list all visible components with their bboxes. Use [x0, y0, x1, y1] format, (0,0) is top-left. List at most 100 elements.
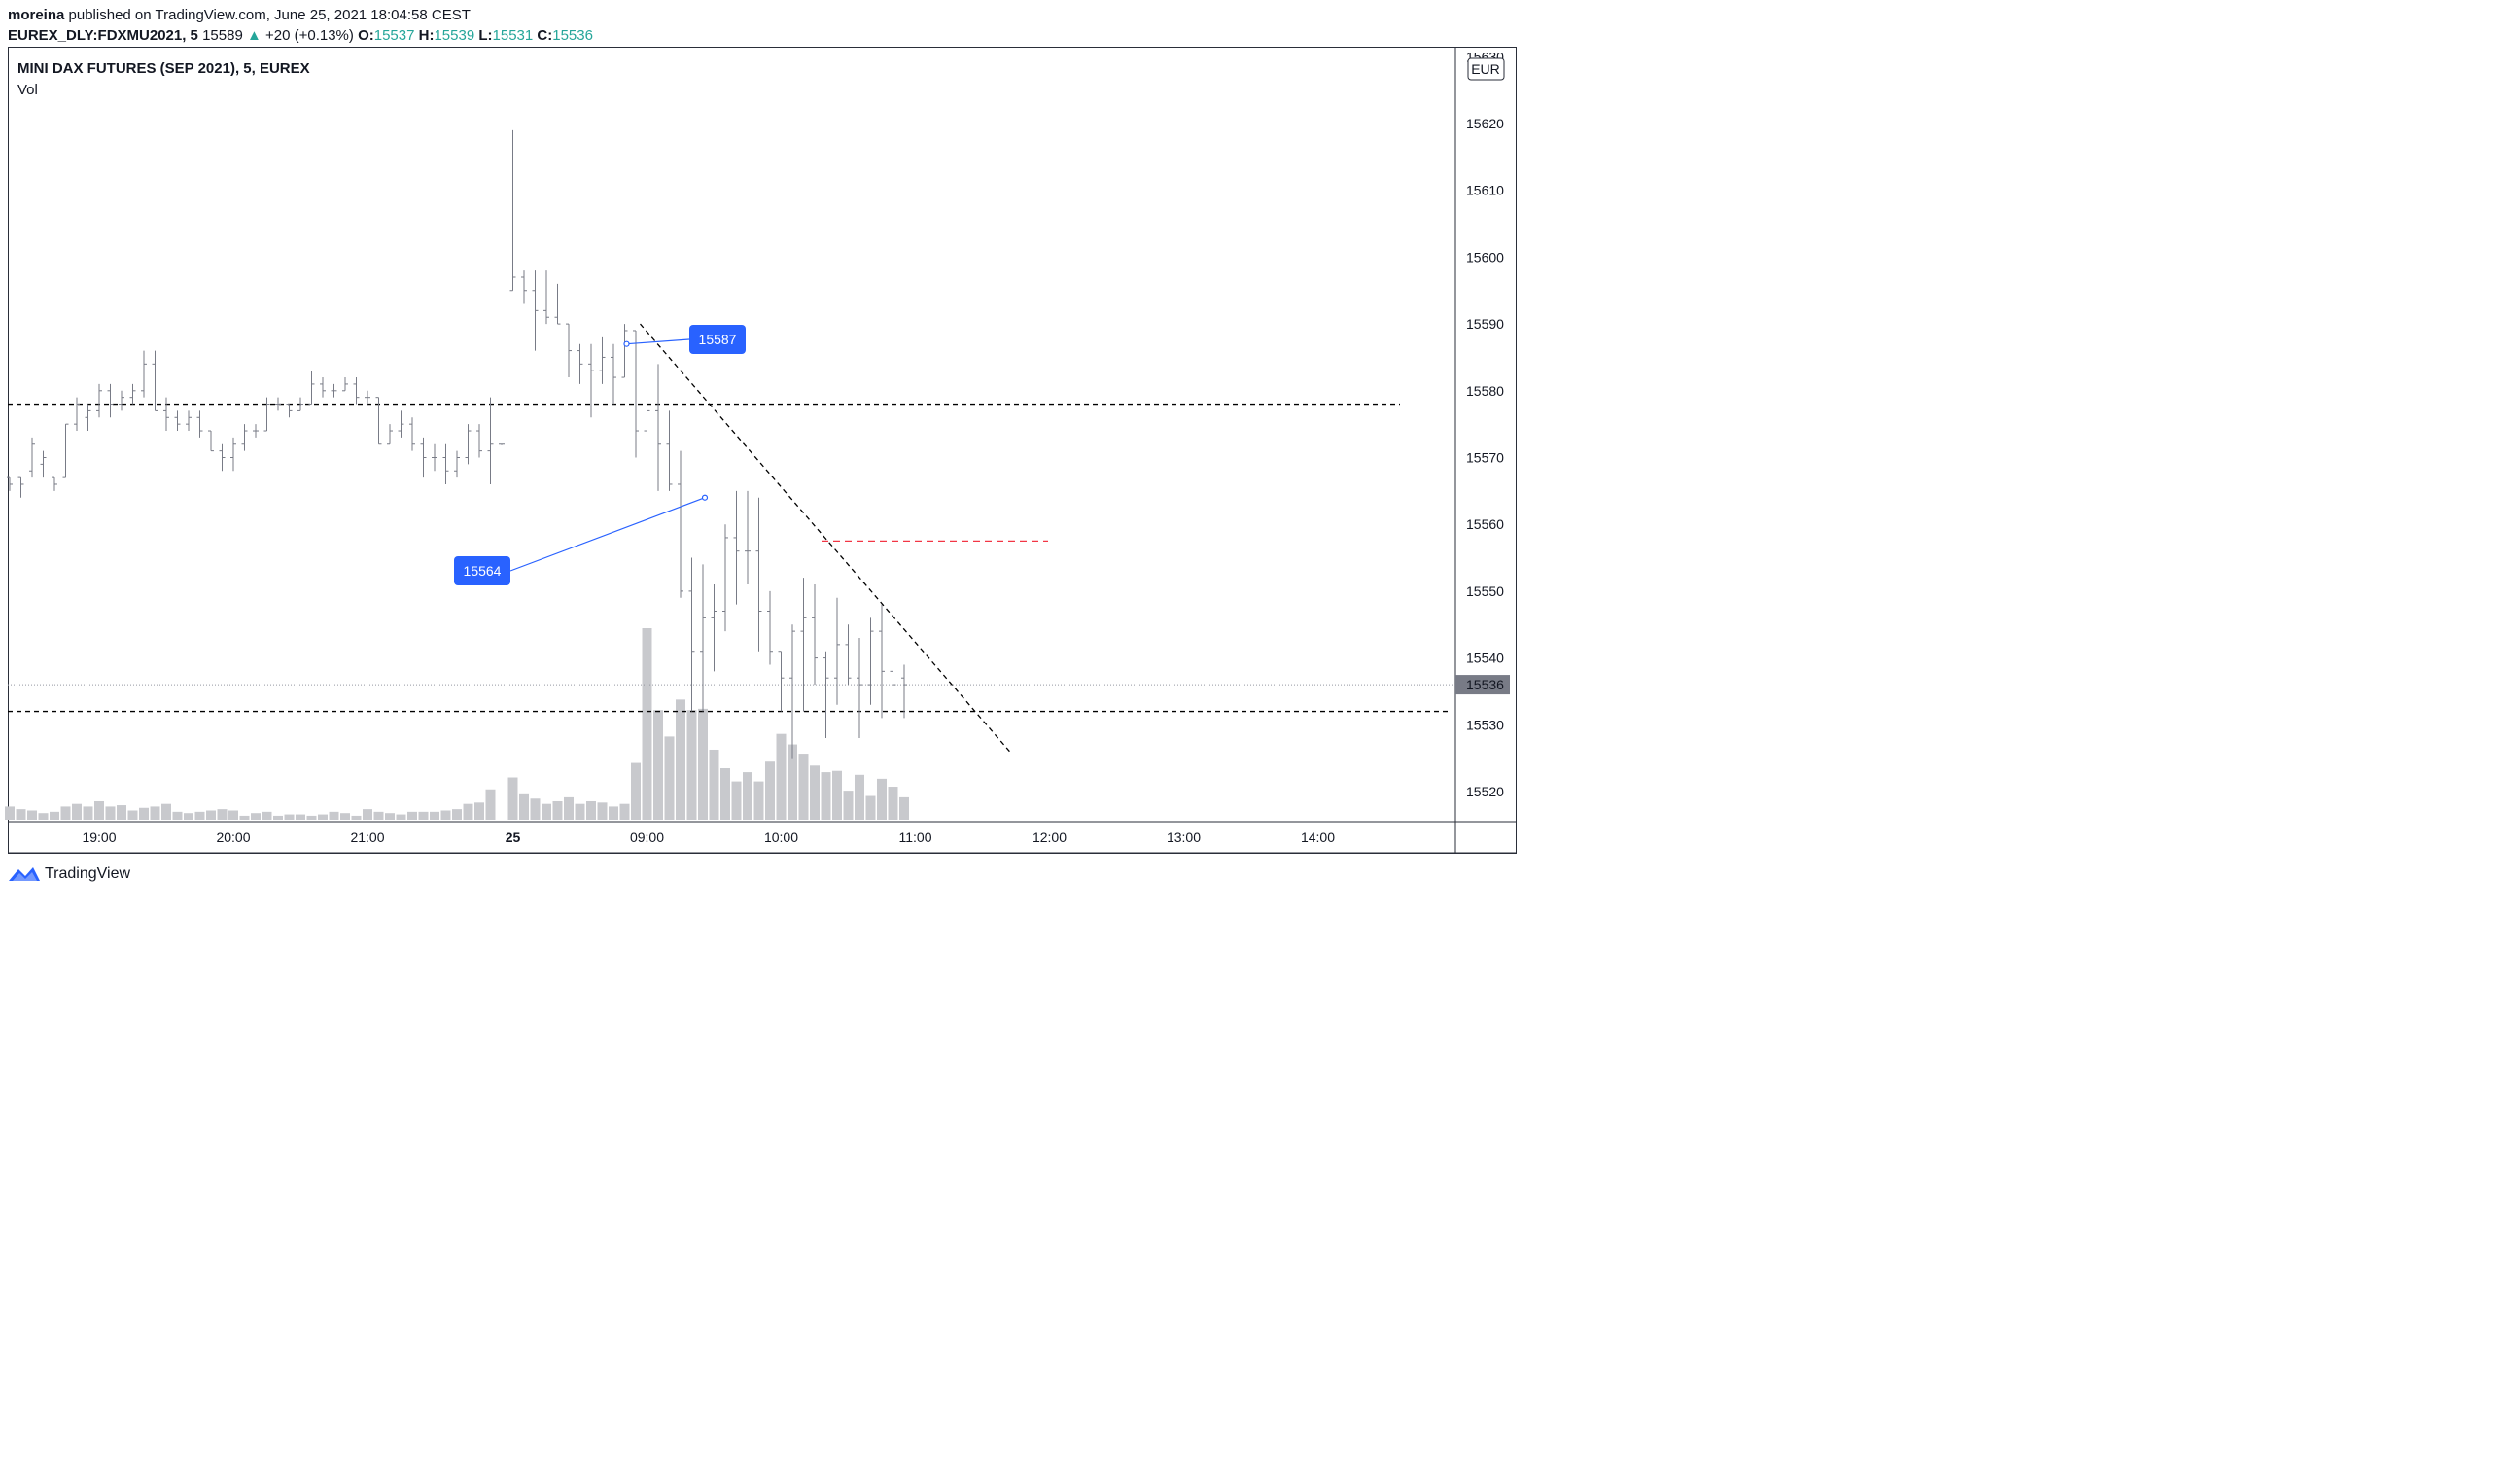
callout-box: [454, 556, 510, 585]
volume-bar: [899, 796, 909, 820]
volume-bar: [5, 806, 15, 820]
callout-anchor: [623, 340, 630, 347]
high-label: H:: [418, 27, 435, 44]
volume-bar: [519, 793, 529, 820]
tradingview-logo-icon: [9, 867, 40, 881]
y-tick-label: 15520: [1466, 784, 1504, 799]
close-value: 15536: [552, 27, 593, 44]
y-tick-label: 15570: [1466, 450, 1504, 466]
callout-leader: [509, 497, 706, 572]
volume-bar: [698, 708, 708, 820]
volume-bar: [440, 810, 451, 820]
x-tick-label: 19:00: [82, 829, 116, 845]
volume-bar: [407, 811, 417, 820]
volume-bar: [16, 809, 26, 820]
volume-bar: [385, 813, 395, 820]
volume-bar: [855, 774, 864, 820]
volume-bar: [172, 811, 183, 820]
volume-legend: Vol: [18, 82, 38, 98]
volume-bar: [463, 803, 473, 820]
y-tick-label: 15590: [1466, 316, 1504, 332]
volume-bar: [452, 809, 462, 820]
publish-info: published on TradingView.com, June 25, 2…: [68, 7, 471, 23]
volume-bar: [888, 787, 898, 820]
author-name[interactable]: moreina: [8, 7, 65, 23]
volume-bar: [653, 710, 663, 820]
volume-bar: [743, 772, 752, 820]
volume-bar: [273, 815, 283, 820]
volume-bar: [753, 781, 764, 820]
y-tick-label: 15580: [1466, 383, 1504, 399]
volume-bar: [94, 800, 104, 820]
volume-bar: [105, 806, 116, 820]
y-tick-label: 15620: [1466, 116, 1504, 131]
volume-bar: [877, 778, 887, 820]
volume-bar: [664, 736, 675, 820]
x-tick-label: 12:00: [1032, 829, 1067, 845]
currency-label: EUR: [1471, 61, 1500, 77]
volume-bar: [340, 813, 350, 820]
callout-anchor: [701, 494, 709, 501]
volume-bar: [810, 765, 820, 820]
volume-bar: [60, 806, 71, 820]
price-change: +20 (+0.13%): [265, 27, 354, 44]
volume-bar: [27, 810, 37, 820]
x-tick-label: 21:00: [350, 829, 384, 845]
volume-bar: [575, 803, 585, 820]
volume-bar: [430, 811, 439, 820]
callout-leader: [626, 338, 690, 345]
volume-bar: [709, 749, 719, 820]
last-price-tag: [1455, 675, 1510, 695]
volume-bar: [619, 803, 630, 820]
x-tick-label: 20:00: [216, 829, 250, 845]
volume-bar: [38, 813, 49, 820]
volume-bar: [217, 809, 228, 820]
volume-bar: [50, 811, 59, 820]
last-price-tag-label: 15536: [1466, 677, 1504, 692]
volume-bar: [843, 791, 854, 820]
last-price: 15589: [202, 27, 243, 44]
volume-bar: [418, 811, 429, 820]
volume-bar: [720, 768, 730, 820]
symbol-name[interactable]: EUREX_DLY:FDXMU2021, 5: [8, 27, 198, 44]
volume-bar: [228, 810, 238, 820]
callout-label: 15587: [699, 332, 737, 347]
close-label: C:: [537, 27, 553, 44]
volume-bar: [530, 798, 541, 820]
chart-canvas[interactable]: 1558715564156301562015610156001559015580…: [0, 0, 1524, 897]
volume-bar: [676, 699, 685, 820]
volume-bar: [262, 811, 272, 820]
low-value: 15531: [492, 27, 534, 44]
volume-bar: [552, 800, 563, 820]
volume-bar: [609, 806, 618, 820]
chart-header: moreina published on TradingView.com, Ju…: [8, 5, 593, 46]
high-value: 15539: [434, 27, 475, 44]
volume-bar: [485, 789, 496, 820]
volume-bar: [788, 744, 797, 820]
y-tick-label: 15560: [1466, 516, 1504, 532]
volume-bar: [765, 761, 775, 820]
volume-bar: [564, 796, 574, 820]
volume-bar: [474, 802, 484, 820]
x-tick-label: 09:00: [630, 829, 664, 845]
x-tick-label: 25: [506, 829, 521, 845]
callout-label: 15564: [464, 563, 502, 579]
y-tick-label: 15610: [1466, 183, 1504, 198]
volume-bar: [251, 813, 261, 820]
volume-bar: [306, 815, 317, 820]
x-tick-label: 11:00: [899, 829, 932, 845]
volume-bar: [396, 814, 406, 820]
volume-bar: [127, 810, 138, 820]
series-title: MINI DAX FUTURES (SEP 2021), 5, EUREX: [18, 60, 310, 77]
volume-bar: [597, 802, 608, 820]
y-tick-label: 15540: [1466, 651, 1504, 666]
footer-brand: TradingView: [45, 865, 131, 882]
volume-bar: [139, 807, 149, 820]
footer[interactable]: TradingView: [8, 864, 130, 884]
low-label: L:: [478, 27, 493, 44]
y-tick-label: 15550: [1466, 583, 1504, 599]
volume-bar: [731, 781, 742, 820]
volume-bar: [351, 815, 362, 820]
symbol-line: EUREX_DLY:FDXMU2021, 5 15589 ▲ +20 (+0.1…: [8, 25, 593, 46]
volume-bar: [318, 814, 328, 820]
